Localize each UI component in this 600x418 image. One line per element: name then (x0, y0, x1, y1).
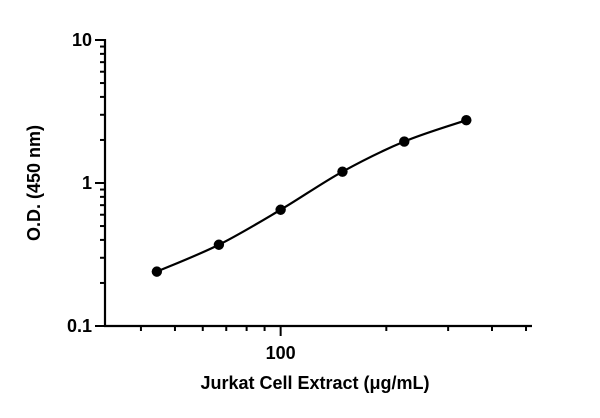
data-point (275, 204, 286, 215)
data-point (399, 136, 410, 147)
x-ticks: 100 (139, 326, 528, 363)
data-point (337, 166, 348, 177)
y-tick-label: 10 (72, 30, 92, 50)
data-points (151, 114, 472, 277)
y-tick-label: 0.1 (67, 316, 92, 336)
data-point (213, 239, 225, 250)
y-axis-title: O.D. (450 nm) (24, 125, 44, 241)
x-tick-label: 100 (266, 343, 296, 363)
y-ticks: 10 1 0.1 (67, 30, 105, 336)
y-tick-label: 1 (82, 173, 92, 193)
x-axis-title: Jurkat Cell Extract (μg/mL) (200, 373, 429, 393)
fit-curve (156, 119, 467, 273)
data-point (151, 266, 163, 277)
data-point (461, 114, 472, 126)
axes (103, 39, 532, 328)
